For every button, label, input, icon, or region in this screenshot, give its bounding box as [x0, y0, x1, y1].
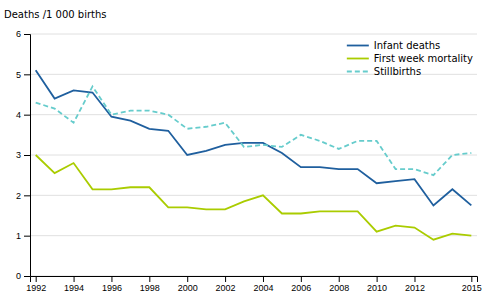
x-tick-mark — [471, 276, 472, 282]
y-tick-label: 4 — [16, 110, 21, 120]
x-tick-label: 2010 — [367, 283, 387, 293]
x-tick-label: 2006 — [291, 283, 311, 293]
lines — [36, 70, 472, 239]
grid — [30, 34, 477, 276]
x-tick-mark — [225, 276, 226, 282]
x-tick-mark — [149, 276, 150, 282]
x-tick-label: 2002 — [216, 283, 236, 293]
y-axis-title: Deaths /1 000 births — [4, 9, 107, 20]
legend-item: Stillbirths — [347, 66, 421, 77]
x-tick: 1994 — [64, 276, 84, 293]
x-tick-label: 1996 — [102, 283, 122, 293]
series-line — [36, 155, 472, 240]
y-tick-mark — [24, 74, 30, 75]
x-tick: 1992 — [26, 276, 46, 293]
y-tick-mark — [24, 155, 30, 156]
legend-item: First week mortality — [347, 53, 473, 64]
x-tick-mark — [111, 276, 112, 282]
legend-label: Infant deaths — [374, 40, 440, 51]
x-tick-mark — [36, 276, 37, 282]
y-tick: 6 — [16, 29, 30, 39]
y-tick-label: 0 — [16, 271, 21, 281]
series-line — [36, 70, 472, 205]
grid-line — [30, 235, 477, 236]
x-tick-label: 2008 — [329, 283, 349, 293]
x-tick-label: 2015 — [462, 283, 482, 293]
y-tick-mark — [24, 34, 30, 35]
x-axis: 1992 1994 1996 1998 2000 2002 2004 2006 2008 2010… — [26, 276, 482, 293]
legend-swatch — [347, 58, 369, 60]
x-tick: 1996 — [102, 276, 122, 293]
y-tick-label: 6 — [16, 29, 21, 39]
y-tick: 5 — [16, 70, 30, 80]
x-tick-mark — [74, 276, 75, 282]
legend-swatch — [347, 45, 369, 47]
x-tick-label: 2004 — [253, 283, 273, 293]
x-tick: 2015 — [462, 276, 482, 293]
x-tick: 1998 — [140, 276, 160, 293]
x-tick: 2006 — [291, 276, 311, 293]
y-tick-mark — [24, 195, 30, 196]
x-tick: 2012 — [405, 276, 425, 293]
x-tick-mark — [414, 276, 415, 282]
y-axis: 0 1 2 3 4 5 6 — [16, 29, 31, 281]
y-axis-line — [24, 35, 31, 277]
chart: 1992199419961998200020022004200620082010… — [0, 0, 491, 302]
x-tick: 2008 — [329, 276, 349, 293]
y-tick: 4 — [16, 110, 30, 120]
legend-label: Stillbirths — [374, 66, 421, 77]
x-tick-label: 1994 — [64, 283, 84, 293]
y-tick: 3 — [16, 150, 30, 160]
legend-swatch — [347, 71, 369, 73]
grid-line — [30, 195, 477, 196]
x-tick-mark — [377, 276, 378, 282]
plot: 1992199419961998200020022004200620082010… — [16, 29, 482, 293]
x-tick-mark — [339, 276, 340, 282]
x-tick: 2010 — [367, 276, 387, 293]
x-tick-label: 1998 — [140, 283, 160, 293]
y-tick-label: 5 — [16, 70, 21, 80]
x-tick: 2000 — [178, 276, 198, 293]
y-tick-mark — [24, 115, 30, 116]
x-tick-mark — [263, 276, 264, 282]
grid-line — [30, 155, 477, 156]
x-tick: 2002 — [216, 276, 236, 293]
y-tick-mark — [24, 236, 30, 237]
x-axis-line — [31, 277, 478, 283]
y-tick-label: 3 — [16, 150, 21, 160]
y-tick-label: 1 — [16, 231, 21, 241]
y-tick: 1 — [16, 231, 30, 241]
x-tick-mark — [301, 276, 302, 282]
x-tick-label: 1992 — [26, 283, 46, 293]
legend-item: Infant deaths — [347, 40, 440, 51]
y-tick: 0 — [16, 271, 30, 281]
grid-line — [30, 34, 477, 35]
grid-line — [30, 114, 477, 115]
x-tick-label: 2012 — [405, 283, 425, 293]
legend-label: First week mortality — [374, 53, 473, 64]
y-tick-label: 2 — [16, 191, 21, 201]
x-tick: 2004 — [253, 276, 273, 293]
y-tick-mark — [24, 276, 30, 277]
legend: Infant deaths First week mortality Stillbi… — [347, 40, 473, 77]
y-tick: 2 — [16, 191, 30, 201]
x-tick-label: 2000 — [178, 283, 198, 293]
series-line — [36, 86, 472, 175]
x-tick-mark — [187, 276, 188, 282]
